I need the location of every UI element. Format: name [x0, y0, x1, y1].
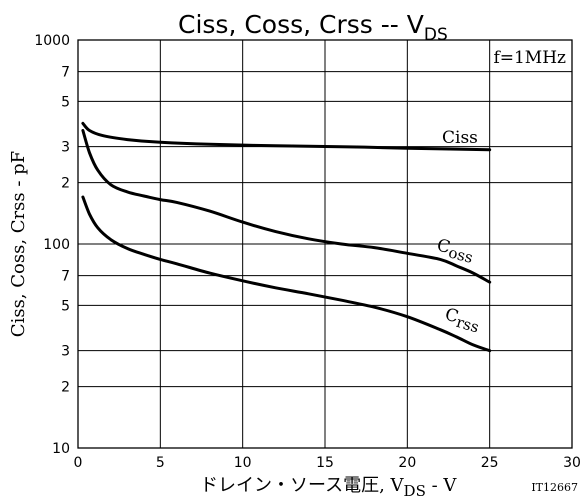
y-tick-label: 10 [52, 441, 70, 457]
x-axis-label: ドレイン・ソース電圧, VDS - V [200, 475, 457, 500]
x-tick-label: 30 [563, 455, 581, 471]
y-tick-label: 7 [61, 65, 70, 81]
x-tick-label: 15 [316, 455, 334, 471]
y-tick-label: 3 [61, 344, 70, 360]
x-tick-label: 25 [481, 455, 499, 471]
y-tick-label: 5 [61, 298, 70, 314]
x-tick-label: 0 [74, 455, 83, 471]
y-tick-label: 3 [61, 140, 70, 156]
y-axis-label: Ciss, Coss, Crss - pF [8, 151, 29, 337]
y-tick-label: 100 [43, 237, 70, 253]
grid-lines [78, 40, 572, 448]
x-tick-label: 5 [156, 455, 165, 471]
x-tick-labels: 0 5 10 15 20 25 30 [74, 455, 581, 471]
chart-title-sub: DS [424, 25, 448, 45]
series-label-coss: Coss [434, 235, 476, 266]
curve-crss [81, 195, 492, 353]
chart-title-main: Ciss, Coss, Crss -- V [178, 10, 424, 39]
curve-ciss [81, 121, 492, 152]
y-tick-labels: 10 2 3 5 7 100 2 3 5 7 1000 [34, 33, 70, 457]
series-curves [81, 121, 492, 353]
y-tick-label: 7 [61, 269, 70, 285]
figure-code: IT12667 [531, 481, 578, 494]
x-tick-label: 20 [398, 455, 416, 471]
x-tick-label: 10 [234, 455, 252, 471]
curve-coss [81, 129, 492, 284]
x-axis-label-main: ドレイン・ソース電圧, V [200, 475, 405, 496]
series-label-ciss: Ciss [442, 128, 478, 148]
y-tick-label: 2 [61, 176, 70, 192]
x-axis-label-tail: - V [426, 475, 458, 496]
series-label-crss: Crss [442, 305, 483, 337]
plot-frame [77, 39, 573, 449]
y-tick-label: 2 [61, 380, 70, 396]
y-tick-label: 5 [61, 94, 70, 110]
x-axis-label-sub: DS [404, 482, 426, 500]
frequency-annotation: f=1MHz [493, 48, 566, 68]
y-tick-label: 1000 [34, 33, 70, 49]
